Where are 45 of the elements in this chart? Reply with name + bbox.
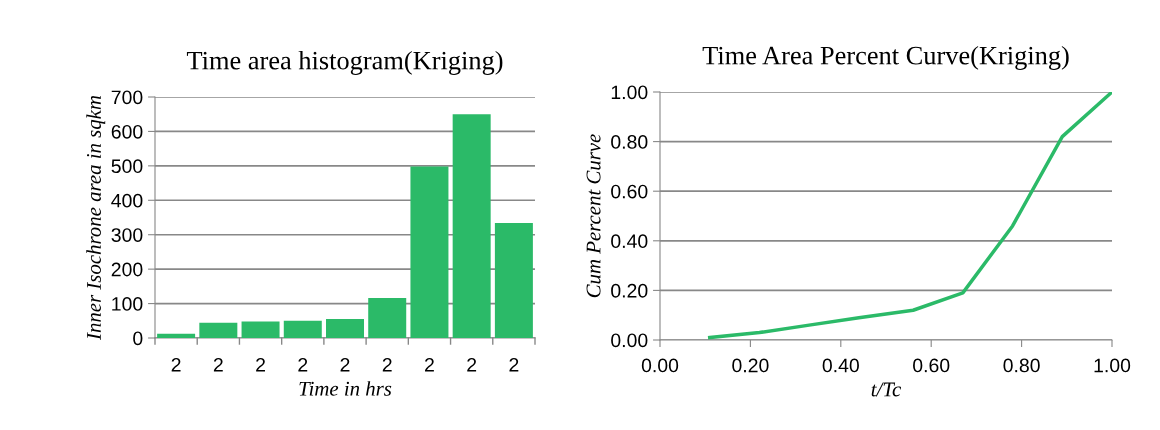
y-axis-title: Inner Isochrone area in sqkm <box>86 95 106 341</box>
x-tick-label: 2 <box>425 357 434 372</box>
y-tick-label: 100 <box>112 297 143 311</box>
line-series <box>707 92 1112 340</box>
y-tick-label: 0 <box>133 331 143 346</box>
bar <box>368 298 407 338</box>
x-tick-label: 2 <box>467 357 477 372</box>
y-tick-label: 500 <box>111 159 143 174</box>
y-tick-label: 0.60 <box>611 184 648 199</box>
chart-title: Time area histogram(Kriging) <box>186 50 503 75</box>
x-tick-label: 2 <box>171 357 181 372</box>
x-tick-label: 2 <box>256 357 265 372</box>
bar <box>452 114 491 338</box>
y-tick-label: 600 <box>111 124 143 139</box>
x-tick-label: 0.60 <box>913 358 950 373</box>
y-tick-label: 0.80 <box>611 135 648 149</box>
x-tick-label: 2 <box>298 357 308 372</box>
y-tick-label: 0.40 <box>611 234 648 249</box>
x-tick-label: 1.00 <box>1094 358 1131 373</box>
bar <box>494 223 533 338</box>
x-tick-label: 0.20 <box>732 358 769 373</box>
bar <box>157 333 196 338</box>
x-tick-label: 0.80 <box>1003 358 1040 373</box>
x-tick-label: 2 <box>509 357 519 372</box>
bar <box>410 166 449 338</box>
y-tick-label: 0.00 <box>611 333 648 348</box>
y-axis-title: Cum Percent Curve <box>586 134 601 298</box>
y-tick-label: 0.20 <box>611 283 648 298</box>
x-axis-title: t/Tc <box>871 382 902 397</box>
x-tick-label: 2 <box>382 357 392 372</box>
x-tick-label: 0.40 <box>822 358 859 373</box>
y-tick-label: 400 <box>111 193 143 208</box>
bar <box>283 320 322 338</box>
y-tick-label: 700 <box>111 90 143 105</box>
x-tick-label: 2 <box>340 357 350 372</box>
bar <box>241 321 280 338</box>
y-tick-label: 1.00 <box>611 85 648 100</box>
chart-title: Time Area Percent Curve(Kriging) <box>702 45 1069 70</box>
x-tick-label: 0.00 <box>641 358 679 373</box>
bar <box>199 322 238 338</box>
y-tick-label: 300 <box>111 228 143 242</box>
y-tick-label: 200 <box>111 262 143 277</box>
bar <box>326 319 364 338</box>
x-axis-title: Time in hrs <box>299 381 392 396</box>
x-tick-label: 2 <box>213 357 223 372</box>
